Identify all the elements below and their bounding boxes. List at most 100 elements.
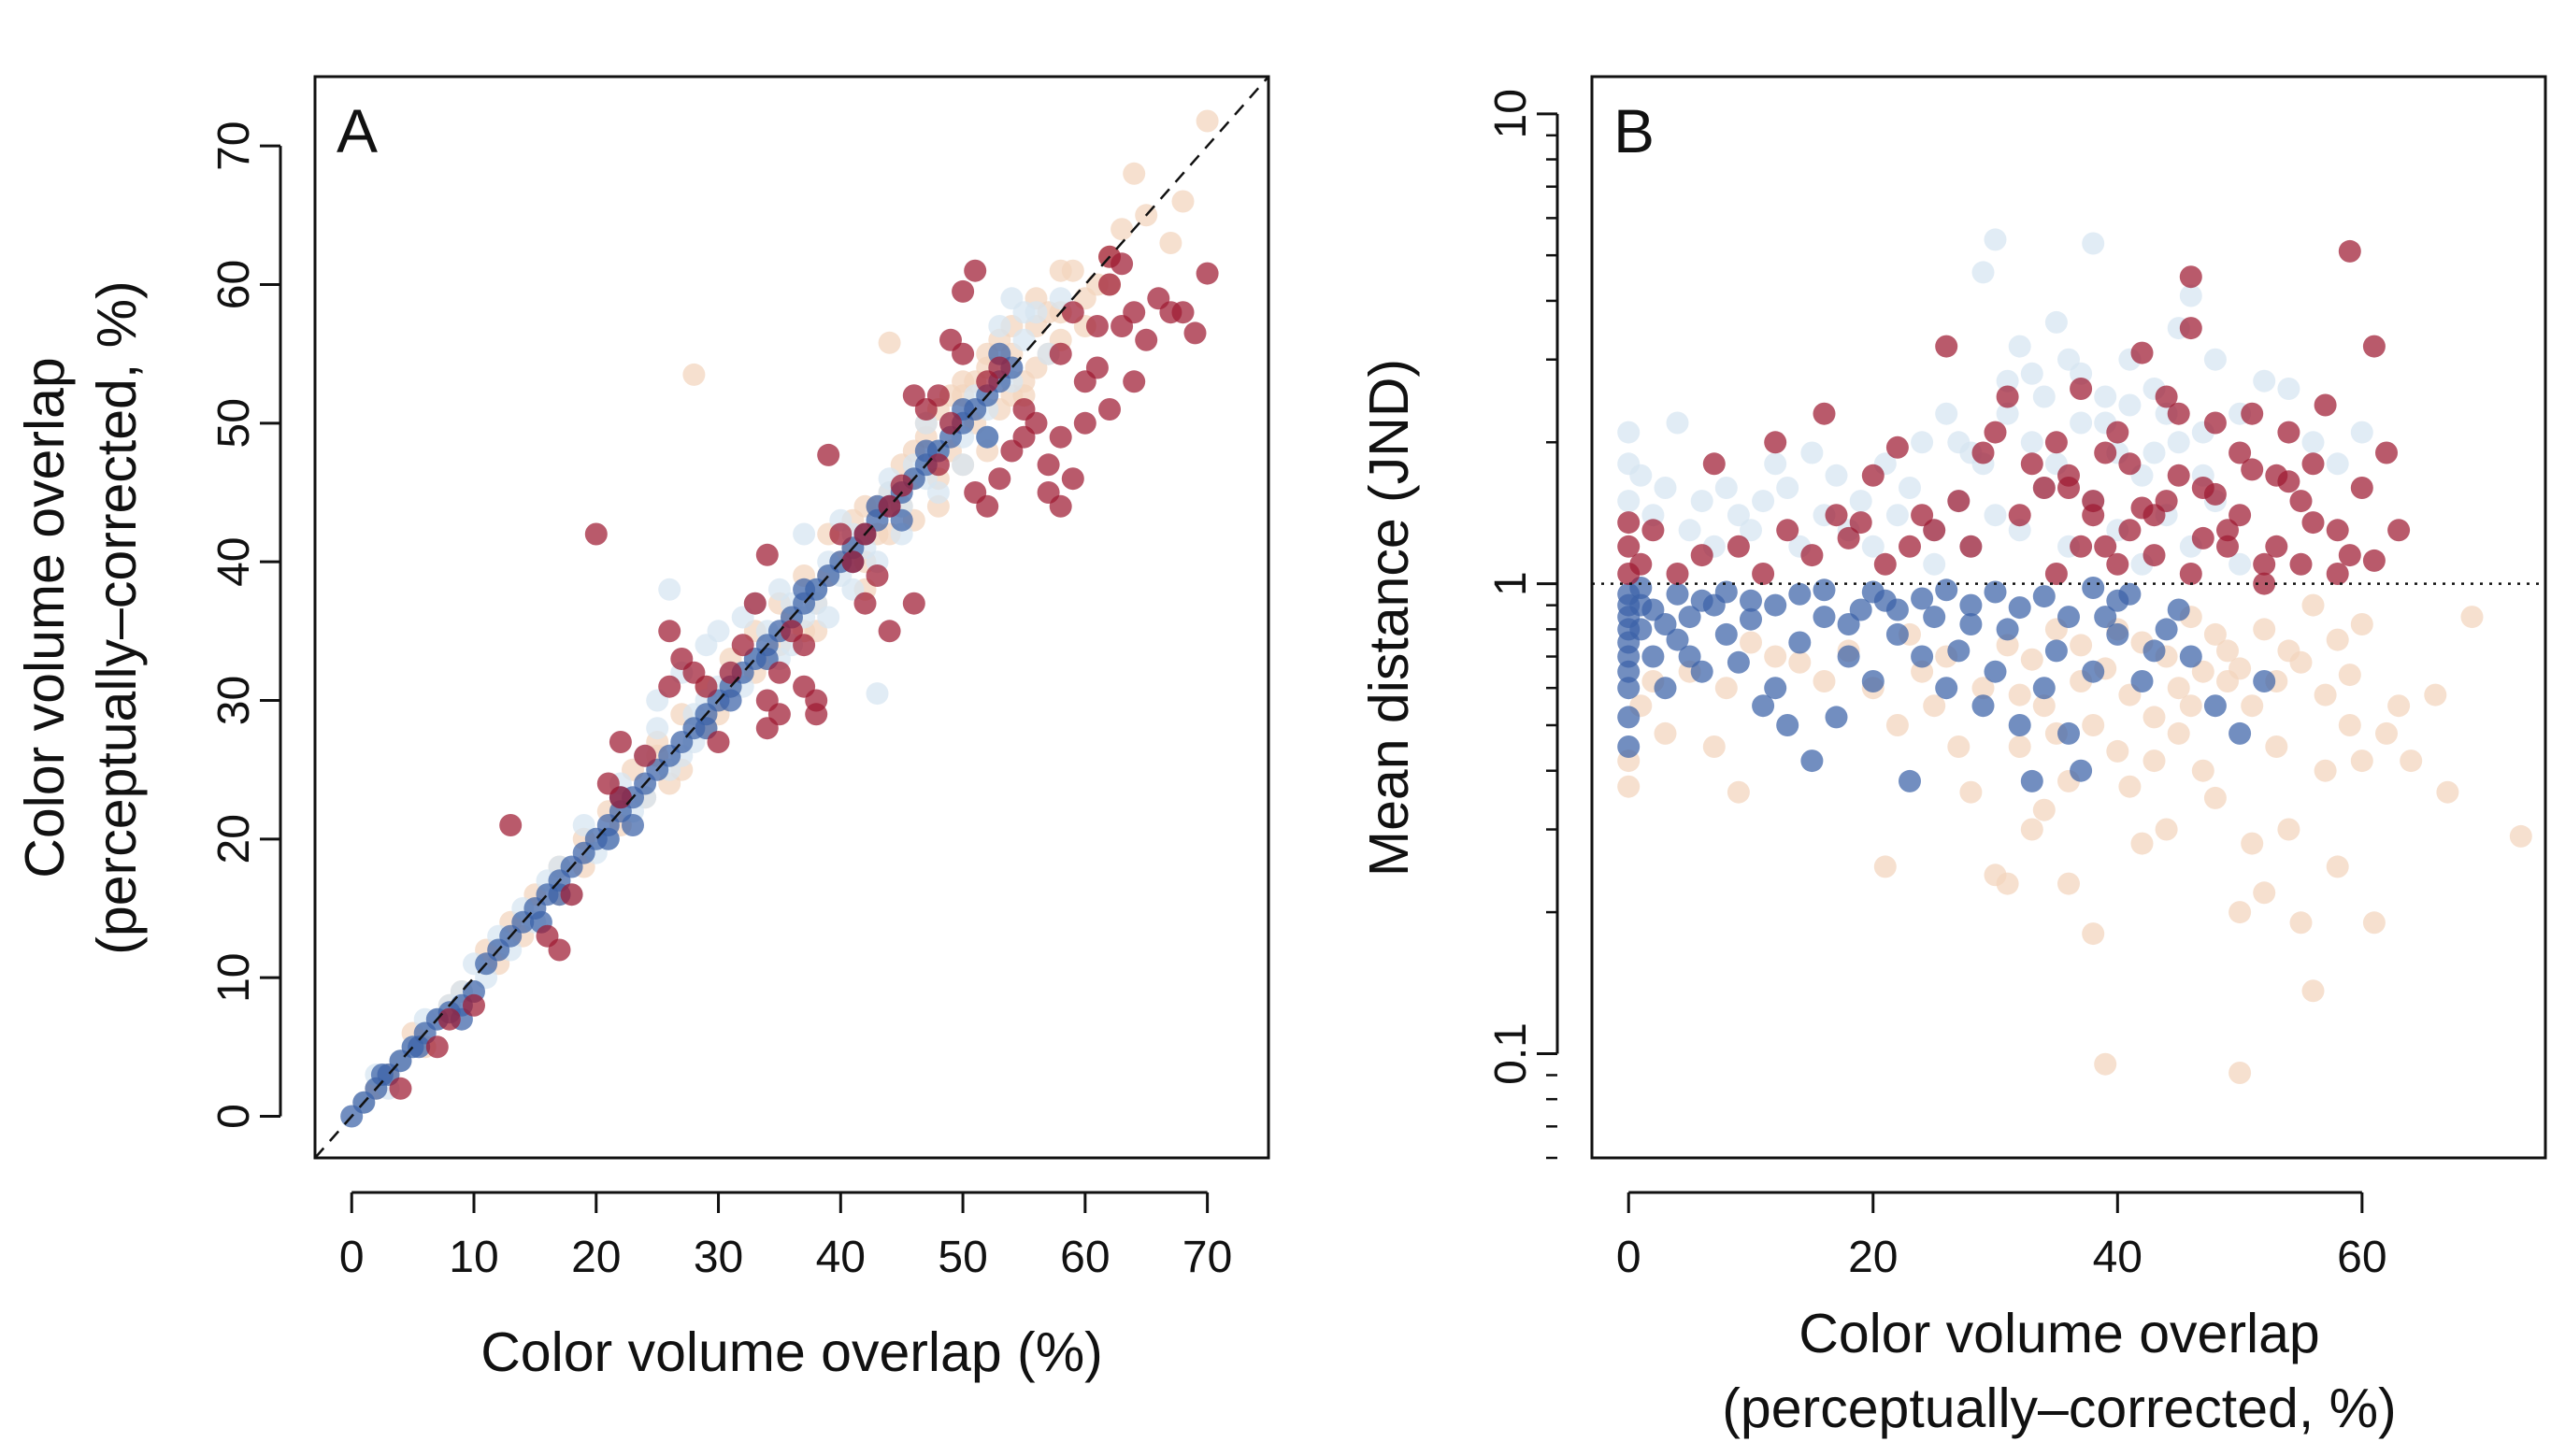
panel-a-point-light-peach xyxy=(1196,109,1219,133)
panel-b-point-light-blue xyxy=(1800,441,1824,464)
panel-b-point-light-peach xyxy=(1788,650,1812,674)
panel-a-point-dark-red xyxy=(548,938,571,962)
panel-b-point-light-peach xyxy=(2229,657,2252,680)
panel-b-points xyxy=(1617,228,2532,1084)
panel-b-point-light-peach xyxy=(2082,922,2105,946)
panel-a-point-light-blue xyxy=(658,578,681,601)
panel-b-point-light-peach xyxy=(1885,714,1909,736)
panel-a-point-dark-red xyxy=(841,550,865,574)
panel-a-point-dark-red xyxy=(902,592,925,615)
panel-b-point-dark-red xyxy=(1641,519,1665,542)
panel-b-point-light-peach xyxy=(2118,775,2142,798)
panel-b-point-dark-blue xyxy=(1837,613,1860,635)
panel-b-point-light-peach xyxy=(1714,677,1738,700)
panel-b-point-dark-blue xyxy=(1885,598,1909,621)
panel-b-point-dark-red xyxy=(1764,431,1787,454)
panel-a-point-light-peach xyxy=(1171,190,1195,213)
panel-b-point-light-peach xyxy=(2375,721,2398,745)
panel-b-point-light-blue xyxy=(2070,411,2093,435)
panel-a-point-dark-red xyxy=(1111,315,1134,337)
panel-a-point-light-peach xyxy=(682,363,706,386)
panel-a-point-dark-red xyxy=(609,731,632,753)
panel-a-x-tick-label: 0 xyxy=(339,1233,365,1282)
panel-b-point-light-peach xyxy=(2057,872,2080,895)
panel-a-point-dark-red xyxy=(1073,411,1096,435)
panel-a-point-dark-red xyxy=(1037,453,1060,477)
panel-b-point-dark-red xyxy=(1666,563,1689,585)
panel-b-point-light-blue xyxy=(2277,378,2300,400)
panel-b-point-dark-red xyxy=(1984,421,2007,444)
panel-b-point-light-peach xyxy=(2301,593,2325,617)
panel-b-point-dark-red xyxy=(1861,464,1885,487)
panel-b-point-light-peach xyxy=(1727,780,1750,804)
panel-b-point-dark-blue xyxy=(1617,735,1641,758)
panel-b-point-light-peach xyxy=(2032,694,2056,718)
panel-a-point-light-blue xyxy=(866,682,889,706)
panel-b-y-axis-label: Mean distance (JND) xyxy=(1358,359,1420,877)
panel-b-point-light-blue xyxy=(1984,504,2007,527)
panel-b-point-dark-blue xyxy=(1629,618,1653,641)
panel-b-point-light-blue xyxy=(1617,421,1641,444)
panel-a-point-light-blue xyxy=(817,606,840,629)
panel-b-point-light-blue xyxy=(1776,477,1799,499)
panel-a-point-dark-red xyxy=(767,703,791,726)
panel-b-point-dark-blue xyxy=(1678,645,1701,668)
panel-b-point-dark-blue xyxy=(1911,587,1934,610)
panel-b-point-dark-blue xyxy=(1788,631,1812,654)
panel-b-point-dark-red xyxy=(1825,504,1848,527)
panel-b-point-light-peach xyxy=(2008,735,2031,758)
panel-b-letter: B xyxy=(1613,96,1655,165)
panel-b-point-dark-red xyxy=(1690,544,1713,567)
panel-a-point-dark-blue xyxy=(622,814,644,836)
panel-b-point-light-peach xyxy=(2289,650,2313,674)
panel-b-point-light-peach xyxy=(2253,881,2276,905)
panel-a-point-dark-red xyxy=(755,543,779,566)
panel-b-point-light-peach xyxy=(2265,735,2288,758)
panel-a-point-dark-red xyxy=(1135,328,1158,351)
panel-b-point-dark-red xyxy=(2155,385,2178,408)
panel-a-point-dark-red xyxy=(926,453,950,477)
panel-b-point-dark-red xyxy=(1617,535,1641,558)
panel-a-y-axis: 0 10 20 30 40 50 60 70 xyxy=(209,121,282,1129)
panel-b-point-light-blue xyxy=(1861,535,1885,558)
panel-b-point-dark-blue xyxy=(1996,618,2019,641)
panel-a-point-dark-red xyxy=(1061,301,1084,324)
panel-a-point-dark-red xyxy=(1085,315,1109,337)
panel-a-point-light-peach xyxy=(1111,218,1134,241)
panel-b-x-tick-label: 20 xyxy=(1848,1233,1898,1282)
panel-b-point-light-blue xyxy=(2326,452,2349,476)
panel-b-point-dark-red xyxy=(2362,549,2386,572)
panel-a-point-dark-red xyxy=(964,259,987,282)
panel-b-point-light-blue xyxy=(1740,519,1762,542)
panel-a-point-dark-red xyxy=(1061,467,1084,491)
panel-b-point-dark-blue xyxy=(1727,650,1750,674)
panel-b-point-dark-red xyxy=(2203,482,2227,506)
panel-a-identity-line xyxy=(314,76,1269,1159)
panel-a-y-axis-label-line1: Color volume overlap xyxy=(14,357,76,878)
panel-b-point-dark-red xyxy=(1727,535,1750,558)
panel-b-point-light-blue xyxy=(1996,402,2019,425)
panel-a-point-dark-red xyxy=(805,703,828,726)
panel-b-point-light-peach xyxy=(2229,1062,2252,1084)
panel-b-point-dark-red xyxy=(2326,563,2349,585)
panel-b-point-light-blue xyxy=(1996,369,2019,393)
panel-b-point-dark-blue xyxy=(1764,593,1787,617)
panel-b-point-dark-blue xyxy=(2032,677,2056,700)
panel-b-point-dark-red xyxy=(1996,385,2019,408)
panel-b-point-light-blue xyxy=(1752,490,1775,513)
panel-b-point-light-peach xyxy=(2155,818,2178,841)
panel-b-point-dark-red xyxy=(2241,402,2264,425)
panel-b-point-dark-red xyxy=(2020,452,2043,476)
panel-b-point-light-peach xyxy=(2143,749,2166,773)
panel-b-point-dark-red xyxy=(2277,470,2300,493)
panel-b-point-light-peach xyxy=(2289,911,2313,935)
panel-a-point-dark-red xyxy=(707,731,730,753)
panel-a-points xyxy=(340,109,1219,1128)
panel-b-point-dark-blue xyxy=(1959,613,1983,635)
panel-b-point-dark-blue xyxy=(1666,628,1689,651)
panel-a-x-tick-label: 50 xyxy=(938,1233,987,1282)
panel-b-x-tick-label: 60 xyxy=(2337,1233,2386,1282)
panel-b-y-axis: 0.1 1 10 xyxy=(1486,89,1559,1160)
panel-b-point-dark-blue xyxy=(2253,670,2276,692)
panel-b-point-dark-red xyxy=(2118,452,2142,476)
